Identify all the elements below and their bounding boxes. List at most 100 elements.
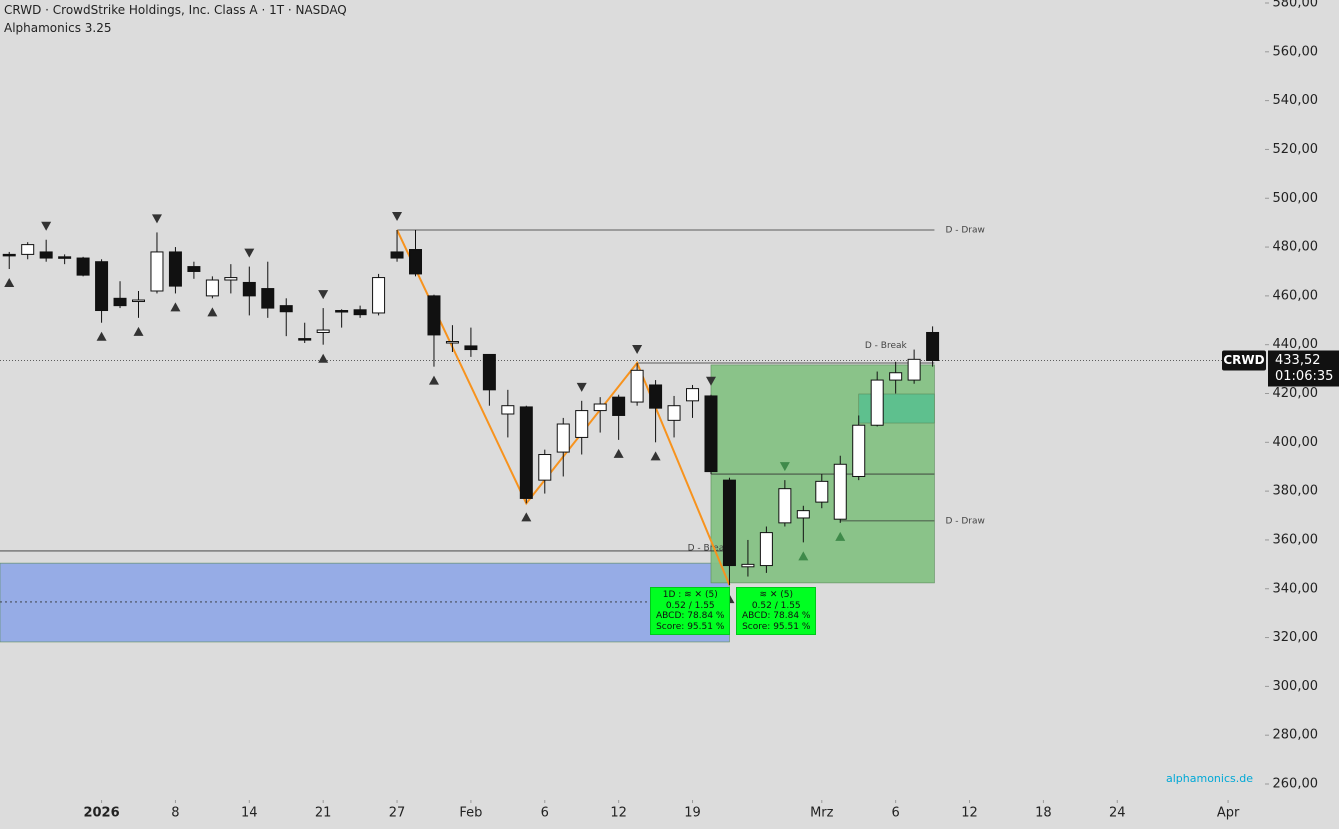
candle (76, 256, 90, 277)
candle-body (113, 297, 127, 307)
zone (858, 393, 935, 424)
info-line: 0.52 / 1.55 (751, 600, 801, 611)
candle-body (205, 279, 219, 297)
candle-body (722, 479, 736, 567)
x-tick-label: Feb (459, 806, 482, 821)
x-tick-label: 21 (315, 806, 332, 821)
candle-body (224, 277, 238, 281)
candle-body (741, 563, 755, 568)
candle (372, 273, 386, 316)
candle-body (316, 329, 330, 333)
candle (593, 397, 607, 433)
candle (390, 229, 404, 262)
y-tick-label: 440,00 (1273, 337, 1319, 352)
candle-body (464, 345, 478, 351)
info-box: 1D : ≋ ✕ (5) 0.52 / 1.55 ABCD: 78.84 % Scor… (650, 587, 731, 635)
y-tick-label: 340,00 (1273, 581, 1319, 596)
x-tick-label: 6 (892, 806, 900, 821)
y-tick-label: 320,00 (1273, 630, 1319, 645)
indicator-name: Alphamonics 3.25 (4, 21, 112, 35)
candle (353, 305, 367, 318)
x-tick-label: 6 (541, 806, 549, 821)
candle (649, 380, 663, 443)
y-tick-label: 520,00 (1273, 142, 1319, 157)
symbol-tag (1222, 350, 1266, 371)
info-box: ≋ ✕ (5) 0.52 / 1.55 ABCD: 78.84 % Score: 95… (736, 587, 817, 635)
candle (242, 266, 256, 316)
candle (686, 384, 700, 418)
candle-body (76, 257, 90, 276)
x-tick-label: 19 (684, 806, 701, 821)
candle-body (390, 251, 404, 259)
candle-body (150, 251, 164, 292)
candle (335, 309, 349, 328)
symbol-label: CRWD (1223, 353, 1264, 367)
candle (95, 259, 109, 323)
pivot-marker (318, 290, 329, 300)
price-tag (1268, 350, 1339, 387)
pivot-marker (798, 551, 809, 561)
candle (926, 326, 940, 367)
candle-body (556, 423, 570, 453)
candle-body (519, 406, 533, 499)
candle-body (298, 338, 312, 341)
candle (2, 251, 16, 270)
x-tick-label: Mrz (810, 806, 834, 821)
pivot-marker (705, 376, 716, 386)
candle-body (649, 384, 663, 409)
x-tick-label: 2026 (83, 806, 119, 821)
candle (21, 242, 35, 260)
pivot-marker (779, 462, 790, 472)
candle (538, 449, 552, 494)
candle (187, 261, 201, 279)
candle (815, 474, 829, 509)
candle (205, 276, 219, 299)
x-tick-label: 14 (241, 806, 258, 821)
candle (907, 349, 921, 384)
y-tick-label: 300,00 (1273, 679, 1319, 694)
candle-body (482, 353, 496, 391)
info-line: 1D : ≋ ✕ (5) (662, 590, 718, 600)
candle (852, 415, 866, 481)
candle (778, 480, 792, 527)
pivot-marker (151, 214, 162, 224)
x-tick-label: 12 (610, 806, 627, 821)
candle-body (889, 372, 903, 381)
pivot-marker (576, 382, 587, 392)
candle (796, 505, 810, 543)
candle-body (21, 244, 35, 255)
x-tick-label: 27 (389, 806, 406, 821)
candle-body (335, 310, 349, 313)
pivot-marker (392, 211, 403, 221)
x-tick-label: 12 (961, 806, 978, 821)
pivot-marker (835, 531, 846, 541)
countdown-label: 01:06:35 (1275, 369, 1333, 384)
candle (704, 394, 718, 475)
pivot-marker (41, 221, 52, 231)
candle-body (445, 341, 459, 344)
pivot-marker (613, 448, 624, 458)
candle-body (39, 251, 53, 259)
candle (316, 308, 330, 345)
info-line: ABCD: 78.84 % (742, 611, 811, 621)
level-label: D - Break (865, 341, 908, 351)
y-tick-label: 540,00 (1273, 93, 1319, 108)
candle-body (427, 295, 441, 336)
candle-body (778, 488, 792, 524)
candle-body (815, 480, 829, 503)
candle-body (667, 405, 681, 421)
info-line: ABCD: 78.84 % (656, 611, 725, 621)
candle (427, 294, 441, 367)
chart-title: CRWD · CrowdStrike Holdings, Inc. Class … (4, 3, 347, 17)
candle (667, 395, 681, 438)
y-tick-label: 560,00 (1273, 44, 1319, 59)
pivot-marker (170, 302, 181, 312)
candle (556, 417, 570, 477)
candle (224, 264, 238, 294)
x-tick-label: Apr (1217, 806, 1240, 821)
y-tick-label: 460,00 (1273, 288, 1319, 303)
y-tick-label: 280,00 (1273, 728, 1319, 743)
candle-body (279, 305, 293, 313)
